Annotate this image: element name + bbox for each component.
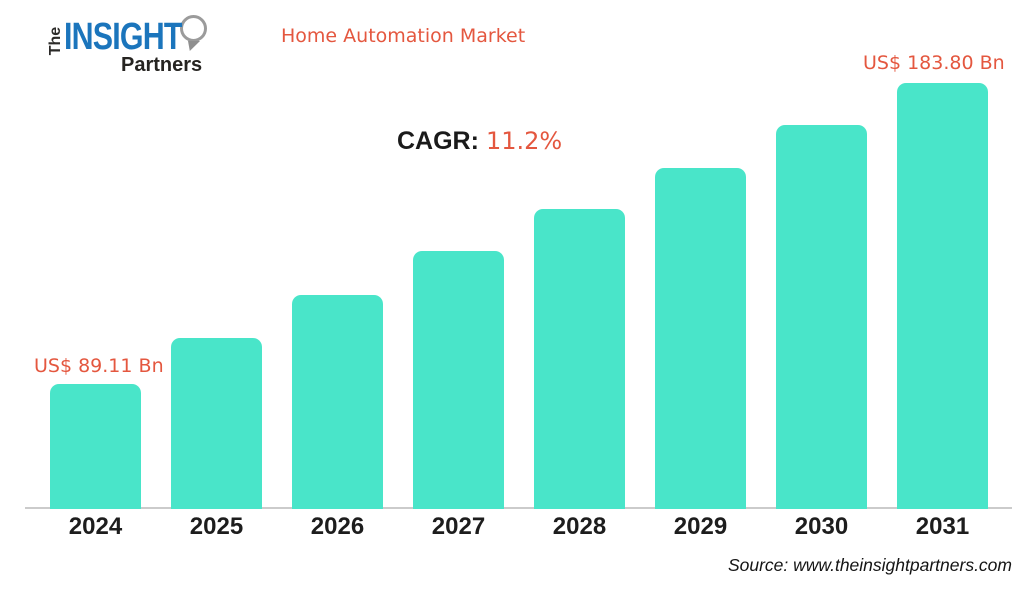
x-tick-2031: 2031	[915, 513, 970, 540]
bar-2031	[897, 83, 988, 509]
magnifier-handle-icon	[188, 41, 200, 51]
magnifier-lens-icon	[180, 15, 207, 42]
logo-text-the: The	[47, 26, 64, 56]
bar-2024	[50, 384, 141, 509]
source-credit: Source: www.theinsightpartners.com	[727, 555, 1012, 575]
bar-2028	[534, 209, 625, 509]
cagr-annotation: CAGR: 11.2%	[397, 127, 562, 156]
page-title: Home Automation Market	[281, 25, 526, 47]
bar-2029	[655, 168, 746, 509]
value-label-2024: US$ 89.11 Bn	[34, 355, 164, 377]
x-tick-2026: 2026	[310, 513, 365, 540]
x-axis-line	[25, 507, 1012, 509]
bar-2026	[292, 295, 383, 509]
bar-2025	[171, 338, 262, 509]
x-tick-2024: 2024	[68, 513, 123, 540]
x-tick-2027: 2027	[431, 513, 486, 540]
bar-2030	[776, 125, 867, 509]
logo-text-insight: INSIGHT	[64, 16, 183, 58]
cagr-value: 11.2%	[485, 127, 563, 155]
x-tick-2028: 2028	[552, 513, 607, 540]
company-logo: The INSIGHT Partners	[22, 6, 207, 76]
bar-2027	[413, 251, 504, 509]
logo-text-partners: Partners	[121, 54, 203, 76]
x-tick-2025: 2025	[189, 513, 244, 540]
x-tick-2029: 2029	[673, 513, 728, 540]
value-label-2031: US$ 183.80 Bn	[863, 52, 1005, 74]
cagr-label: CAGR:	[397, 127, 479, 155]
x-tick-2030: 2030	[794, 513, 849, 540]
